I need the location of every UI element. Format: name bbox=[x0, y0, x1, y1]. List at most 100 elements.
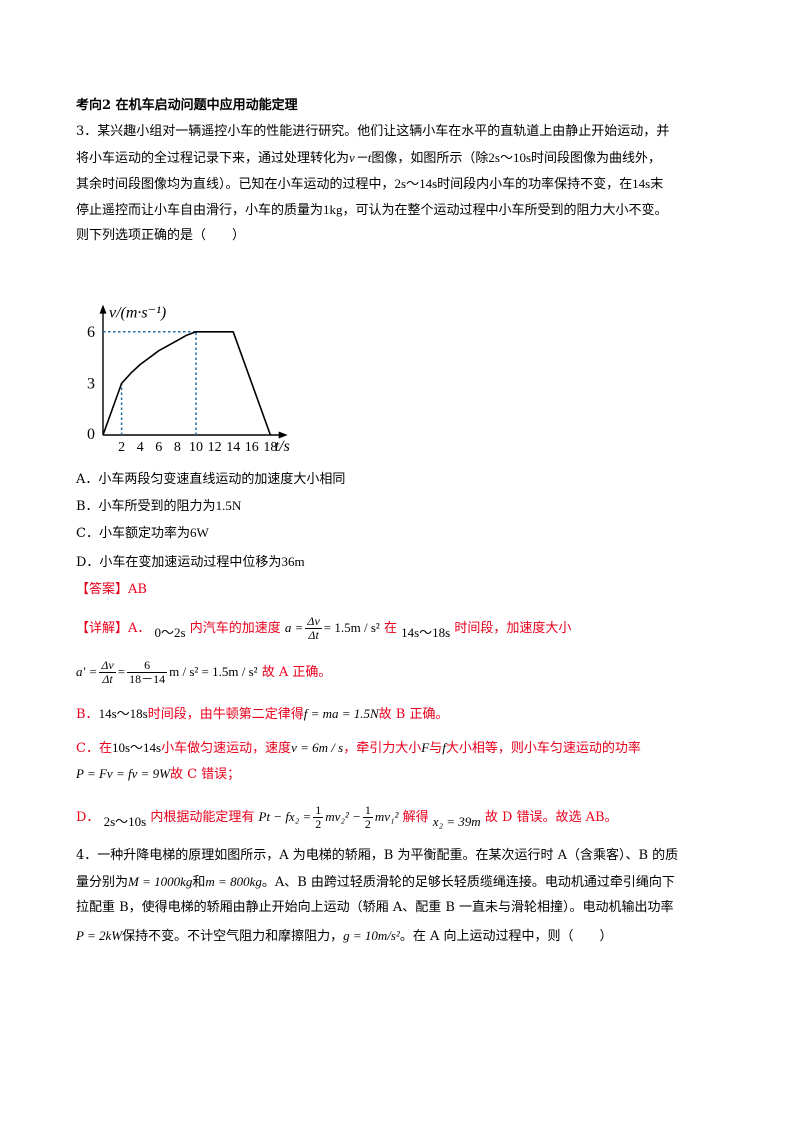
y-axis-arrow bbox=[99, 304, 107, 314]
time-range: 0～2s bbox=[154, 625, 186, 640]
formula: P = 2kW bbox=[76, 928, 123, 943]
formula: g = 10m/s² bbox=[343, 928, 400, 943]
q3-text: 停止遥控而让小车自由滑行，小车的质量为 bbox=[76, 203, 324, 218]
option-value: 1.5N bbox=[215, 498, 242, 513]
y-tick-label: 6 bbox=[87, 324, 95, 341]
section-heading: 考向2 在机车启动问题中应用动能定理 bbox=[76, 98, 298, 113]
detail-text: 小车做匀速运动，速度 bbox=[161, 741, 292, 756]
detail-text: 在 bbox=[383, 621, 397, 636]
detail-c: C．在10s～14s小车做匀速运动，速度v = 6m / s，牵引力大小F与f大… bbox=[76, 738, 641, 759]
q4-line-1: 4．一种升降电梯的原理如图所示，A 为电梯的轿厢，B 为平衡配重。在某次运行时 … bbox=[76, 848, 679, 863]
x-tick-label: 12 bbox=[208, 440, 222, 455]
q3-line-5: 则下列选项正确的是（ ） bbox=[76, 228, 246, 243]
x-tick-label: 18 bbox=[263, 440, 277, 455]
q4-text: 和 bbox=[192, 875, 206, 890]
time-range: 2s～14s bbox=[394, 176, 438, 191]
q3-line-3: 其余时间段图像均为直线）。已知在小车运动的过程中，2s～14s时间段内小车的功率… bbox=[76, 174, 663, 195]
detail-text: 故 B 正确。 bbox=[378, 707, 449, 722]
q3-text: 时间段图像为曲线外， bbox=[531, 151, 662, 166]
q3-line-1: 3．某兴趣小组对一辆遥控小车的性能进行研究。他们让这辆小车在水平的直轨道上由静止… bbox=[76, 124, 670, 139]
fraction: 6 18－14 bbox=[127, 659, 168, 686]
option-text: B．小车所受到的阻力为 bbox=[76, 499, 216, 514]
formula: F bbox=[421, 740, 430, 755]
x-axis-label: t/s bbox=[275, 438, 290, 455]
formula: mv₂² − bbox=[325, 809, 361, 824]
x-tick-label: 2 bbox=[118, 440, 125, 455]
option-text: A．小车两段匀变速直线运动的加速度大小相同 bbox=[76, 472, 346, 487]
q3-text: 其余时间段图像均为直线）。已知在小车运动的过程中， bbox=[76, 177, 395, 192]
fraction-numerator: 6 bbox=[127, 659, 168, 673]
formula: m = 800kg bbox=[205, 874, 262, 889]
detail-text: 内根据动能定理有 bbox=[150, 810, 255, 825]
formula: f = ma = 1.5N bbox=[303, 706, 379, 721]
formula: m / s² = 1.5m / s² bbox=[169, 664, 258, 679]
option-c: C．小车额定功率为6W bbox=[76, 523, 209, 544]
formula: x₂ = 39m bbox=[432, 814, 481, 829]
x-tick-label: 14 bbox=[226, 440, 240, 455]
detail-a-formula: a′ = Δv Δt = 6 18－14 m / s² = 1.5m / s² 故 A 正确… bbox=[76, 656, 331, 689]
detail-c-formula: P = Fv = fv = 9W故 C 错误； bbox=[76, 764, 240, 785]
detail-d: D． 2s～10s 内根据动能定理有 Pt − fx₂ = 1 2 mv₂² −1 2 m… bbox=[76, 800, 618, 835]
formula: = 1.5m / s² bbox=[323, 620, 380, 635]
formula: = bbox=[117, 664, 126, 679]
formula: P = Fv = fv = 9W bbox=[76, 766, 170, 781]
fraction-denominator: Δt bbox=[102, 672, 113, 686]
formula: M = 1000kg bbox=[128, 874, 193, 889]
formula: f bbox=[442, 740, 446, 755]
formula: v = 6m / s bbox=[291, 740, 344, 755]
vt-symbol: v－t bbox=[349, 150, 372, 165]
detail-label: C．在 bbox=[76, 741, 112, 756]
y-axis-label: v/(m·s⁻¹) bbox=[109, 305, 166, 322]
option-text: C．小车额定功率为 bbox=[76, 526, 190, 541]
origin-label: 0 bbox=[87, 426, 95, 443]
answer-label: 【答案】AB bbox=[76, 582, 147, 597]
q4-line-4: P = 2kW保持不变。不计空气阻力和摩擦阻力，g = 10m/s²。在 A 向… bbox=[76, 926, 612, 947]
mass-value: 1kg bbox=[323, 202, 343, 217]
detail-text: 故 A 正确。 bbox=[261, 665, 332, 680]
detail-label: 【详解】A． bbox=[76, 621, 151, 636]
q4-text: 。在 A 向上运动过程中，则（ ） bbox=[399, 929, 613, 944]
q4-text: 保持不变。不计空气阻力和摩擦阻力， bbox=[122, 929, 344, 944]
detail-text: ，牵引力大小 bbox=[343, 741, 422, 756]
time-range: 2s～10s bbox=[103, 814, 147, 829]
detail-text: 内汽车的加速度 bbox=[189, 621, 281, 636]
time-range: 14s～18s bbox=[98, 706, 148, 721]
x-tick-label: 4 bbox=[137, 440, 144, 455]
fraction: Δv Δt bbox=[305, 614, 322, 642]
detail-text: 解得 bbox=[402, 810, 429, 825]
detail-text: 与 bbox=[429, 741, 443, 756]
y-tick-label: 3 bbox=[87, 375, 95, 392]
fraction: Δv Δt bbox=[99, 658, 116, 686]
detail-label: D． bbox=[76, 810, 100, 825]
q4-line-2: 量分别为M = 1000kg和m = 800kg。A、B 由跨过轻质滑轮的足够长… bbox=[76, 872, 675, 893]
q3-text: 将小车运动的全过程记录下来，通过处理转化为 bbox=[76, 151, 350, 166]
formula: a′ = bbox=[76, 664, 98, 679]
q3-text: ，可认为在整个运动过程中小车所受到的阻力大小不变。 bbox=[342, 203, 668, 218]
fraction-numerator: Δv bbox=[99, 658, 116, 673]
q4-text: 量分别为 bbox=[76, 875, 129, 890]
detail-text: 故 C 错误； bbox=[169, 767, 241, 782]
q3-text: 图像，如图所示（除 bbox=[371, 151, 489, 166]
fraction-denominator: Δt bbox=[308, 628, 319, 642]
detail-text: 时间段，由牛顿第二定律得 bbox=[147, 707, 304, 722]
time-value: 14s bbox=[632, 176, 651, 191]
q3-text: 时间段内小车的功率保持不变，在 bbox=[437, 177, 633, 192]
fraction-numerator: Δv bbox=[305, 614, 322, 629]
x-tick-label: 6 bbox=[155, 440, 162, 455]
q4-text: 。A、B 由跨过轻质滑轮的足够长轻质缆绳连接。电动机通过牵引绳向下 bbox=[261, 875, 675, 890]
q3-line-4: 停止遥控而让小车自由滑行，小车的质量为1kg，可认为在整个运动过程中小车所受到的… bbox=[76, 200, 668, 221]
fraction-numerator: 1 bbox=[313, 803, 324, 818]
vt-curve bbox=[102, 331, 272, 436]
formula: a = bbox=[284, 620, 304, 635]
option-d: D．小车在变加速运动过程中位移为36m bbox=[76, 552, 305, 573]
detail-text: 时间段，加速度大小 bbox=[454, 621, 572, 636]
fraction-denominator: 2 bbox=[364, 817, 371, 831]
q3-text: 末 bbox=[650, 177, 664, 192]
x-tick-label: 8 bbox=[174, 440, 181, 455]
q4-line-3: 拉配重 B，使得电梯的轿厢由静止开始向上运动（轿厢 A、配重 B 一直未与滑轮相… bbox=[76, 900, 674, 915]
q3-line-2: 将小车运动的全过程记录下来，通过处理转化为v－t图像，如图所示（除2s～10s时… bbox=[76, 148, 661, 169]
x-axis-arrow bbox=[278, 431, 288, 439]
